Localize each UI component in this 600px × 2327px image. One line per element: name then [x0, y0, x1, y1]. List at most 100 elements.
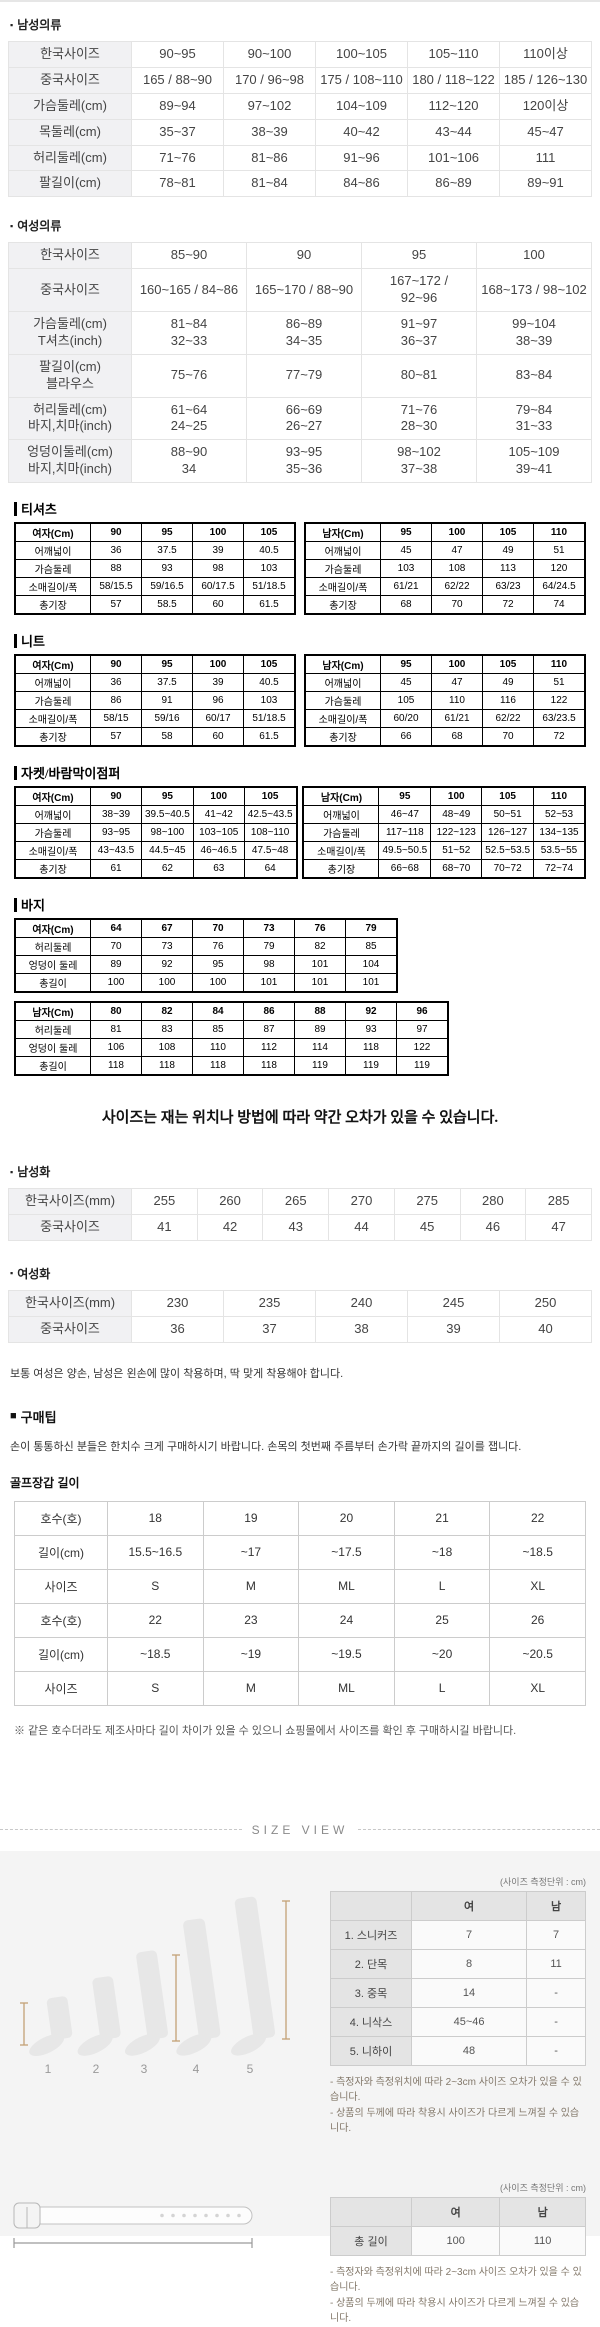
- table-row: 엉덩이 둘레 106 108 110 112 114 118 122: [14, 1038, 449, 1058]
- square-bullet-icon: ▪: [10, 220, 14, 231]
- table-corner-cell: 남자(Cm): [302, 786, 380, 807]
- table-header-row: 남자(Cm) 95 100 105 110: [304, 522, 586, 543]
- table-header-cell: 110: [533, 654, 586, 675]
- table-header-row: 여자(Cm) 90 95 100 105: [14, 654, 296, 675]
- table-row: 가슴둘레 93~95 98~100 103~105 108~110: [14, 823, 298, 843]
- table-cell: 61/21: [431, 709, 483, 729]
- table-cell: 100: [410, 2225, 501, 2256]
- table-cell: 57: [90, 595, 142, 615]
- pants-men-wrap: 남자(Cm) 80 82 84 86 88 92 96 허리둘레 81 83 85 87 89 93 97 엉덩…: [14, 1001, 600, 1077]
- tshirt-tables: 여자(Cm) 90 95 100 105 어깨넓이 36 37.5 39 40.5 가슴둘레 88 93…: [14, 522, 586, 616]
- table-cell: 180 / 118~122: [407, 66, 500, 94]
- row-label: 가슴둘레(cm) T셔츠(inch): [8, 311, 132, 355]
- section-title: 구매팁: [20, 1409, 57, 1425]
- section-title: 자켓/바람막이점퍼: [21, 766, 121, 782]
- table-cell: 104~109: [315, 92, 408, 120]
- table-header-cell: 105: [243, 786, 298, 807]
- row-label: 총기장: [304, 595, 381, 615]
- table-cell: -: [526, 1977, 586, 2008]
- table-cell: 103: [380, 559, 432, 579]
- table-header-cell: 95: [380, 522, 432, 543]
- table-cell: 51: [533, 541, 586, 561]
- table-header-cell: 105: [243, 654, 296, 675]
- table-cell: 108~110: [243, 823, 298, 843]
- row-label: 총 길이: [330, 2225, 412, 2256]
- table-cell: 83~84: [476, 353, 592, 398]
- table-cell: 61.5: [243, 727, 296, 747]
- table-cell: 160~165 / 84~86: [131, 268, 247, 313]
- table-cell: 40.5: [243, 673, 296, 693]
- table-cell: 87: [243, 1020, 295, 1040]
- table-row: 한국사이즈(mm) 230 235 240 245 250: [8, 1289, 592, 1317]
- table-cell: 80~81: [361, 353, 477, 398]
- row-label: 소매길이/폭: [14, 577, 91, 597]
- row-label: 한국사이즈: [8, 41, 132, 68]
- table-cell: 81~84: [223, 170, 316, 198]
- table-cell: 61: [90, 859, 142, 879]
- table-cell: 265: [262, 1188, 330, 1216]
- table-cell: 20: [298, 1500, 395, 1536]
- jacket-men-table: 남자(Cm) 95 100 105 110 어깨넓이 46~47 48~49 50~51 52~5…: [302, 786, 586, 880]
- note-line: - 상품의 두께에 따라 착용시 사이즈가 다르게 느껴질 수 있습니다.: [330, 2107, 580, 2135]
- table-header-cell: 100: [431, 522, 483, 543]
- table-cell: 49: [482, 673, 534, 693]
- table-row: 총길이 100 100 100 101 101 101: [14, 973, 398, 993]
- table-cell: 100: [90, 973, 142, 993]
- table-cell: 185 / 126~130: [499, 66, 592, 94]
- table-row: 어깨넓이 46~47 48~49 50~51 52~53: [302, 805, 586, 825]
- table-cell: 108: [431, 559, 483, 579]
- table-row: 허리둘레(cm) 71~76 81~86 91~96 101~106 111: [8, 144, 592, 172]
- mens-clothing-table: 한국사이즈 90~95 90~100 100~105 105~110 110이상 중국사이즈…: [8, 41, 592, 198]
- table-cell: 118: [90, 1056, 142, 1076]
- section-title: 티셔츠: [21, 502, 57, 518]
- table-cell: L: [393, 1568, 491, 1604]
- row-label: 한국사이즈(mm): [8, 1289, 132, 1317]
- table-cell: 57: [90, 727, 142, 747]
- knit-tables: 여자(Cm) 90 95 100 105 어깨넓이 36 37.5 39 40.5 가슴둘레 86 91…: [14, 654, 586, 748]
- table-cell: 7: [526, 1919, 586, 1950]
- table-row: 소매길이/폭 61/21 62/22 63/23 64/24.5: [304, 577, 586, 597]
- table-cell: 39: [407, 1315, 500, 1343]
- table-corner-cell: [330, 2196, 412, 2227]
- table-cell: 230: [131, 1289, 224, 1317]
- table-cell: 46~47: [378, 805, 432, 825]
- unit-label: (사이즈 측정단위 : cm): [500, 2182, 586, 2193]
- table-header-cell: 100: [192, 654, 244, 675]
- table-cell: 118: [243, 1056, 295, 1076]
- row-label: 가슴둘레: [14, 559, 91, 579]
- table-cell: 15.5~16.5: [107, 1534, 204, 1570]
- table-header-cell: 67: [141, 918, 193, 939]
- row-label: 3. 중목: [330, 1977, 412, 2008]
- table-cell: 96: [192, 691, 244, 711]
- row-label: 허리둘레(cm): [8, 144, 132, 172]
- svg-text:2: 2: [93, 2062, 100, 2076]
- womens-clothing-table: 한국사이즈 85~90 90 95 100 중국사이즈 160~165 / 84~86 165…: [8, 242, 592, 484]
- table-header-cell: 105: [482, 654, 534, 675]
- table-cell: 72~74: [533, 859, 586, 879]
- table-header-cell: 100: [192, 786, 245, 807]
- table-cell: 83: [141, 1020, 193, 1040]
- sock-number-labels: 1 2 3 4 5: [45, 2062, 254, 2076]
- size-tolerance-note: 사이즈는 재는 위치나 방법에 따라 약간 오차가 있을 수 있습니다.: [101, 1110, 499, 1127]
- table-cell: 71~76 28~30: [361, 396, 477, 441]
- row-label: 사이즈: [14, 1568, 108, 1604]
- dashed-line: [0, 1829, 242, 1831]
- table-cell: 40~42: [315, 118, 408, 146]
- table-row: 총기장 66~68 68~70 70~72 72~74: [302, 859, 586, 879]
- table-row: 가슴둘레 117~118 122~123 126~127 134~135: [302, 823, 586, 843]
- table-cell: 51/18.5: [243, 709, 296, 729]
- row-label: 가슴둘레: [304, 559, 381, 579]
- row-label: 팔길이(cm): [8, 170, 132, 198]
- row-label: 가슴둘레: [14, 691, 91, 711]
- table-row: 한국사이즈 85~90 90 95 100: [8, 242, 592, 270]
- table-cell: 44: [328, 1214, 395, 1241]
- row-label: 길이(cm): [14, 1636, 108, 1672]
- table-header-cell: 92: [345, 1001, 397, 1022]
- table-cell: 45: [380, 541, 432, 561]
- row-label: 총기장: [304, 727, 381, 747]
- row-label: 허리둘레: [14, 937, 91, 957]
- table-cell: 98: [192, 559, 244, 579]
- table-cell: 165~170 / 88~90: [246, 268, 362, 313]
- table-row: 어깨넓이 45 47 49 51: [304, 541, 586, 561]
